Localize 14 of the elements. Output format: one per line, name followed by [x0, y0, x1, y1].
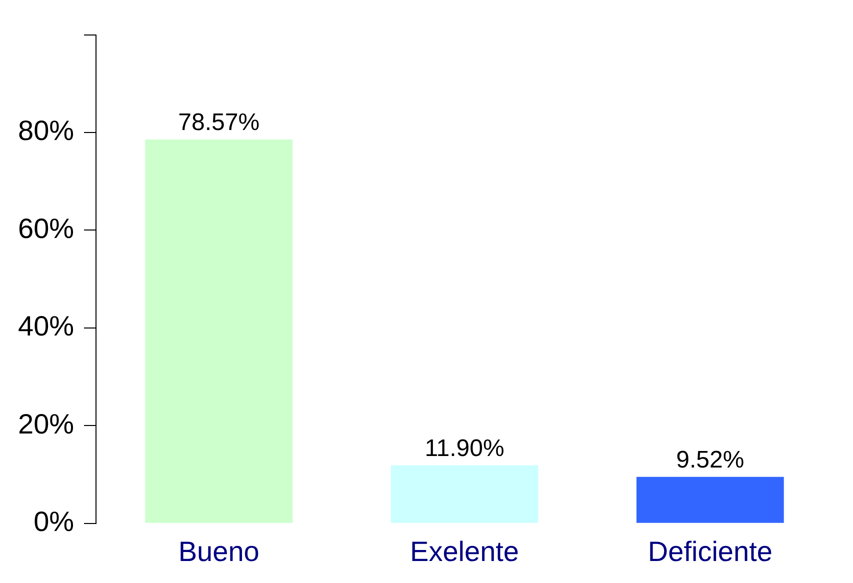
data-label: 9.52%	[676, 446, 744, 474]
bar	[390, 465, 538, 523]
y-tick-label: 80%	[18, 115, 74, 146]
data-label: 11.90%	[424, 434, 504, 462]
y-tick-label: 60%	[18, 212, 74, 244]
x-tick-label: Bueno	[178, 536, 260, 567]
y-tick-label: 0%	[34, 506, 74, 538]
y-tick-label: 20%	[18, 408, 74, 440]
y-tick-label: 40%	[18, 310, 74, 342]
x-tick-label: Exelente	[410, 536, 520, 567]
bar	[145, 140, 293, 523]
bar	[636, 476, 784, 523]
data-label: 78.57%	[178, 109, 260, 136]
x-tick-label: Deficiente	[648, 536, 772, 567]
